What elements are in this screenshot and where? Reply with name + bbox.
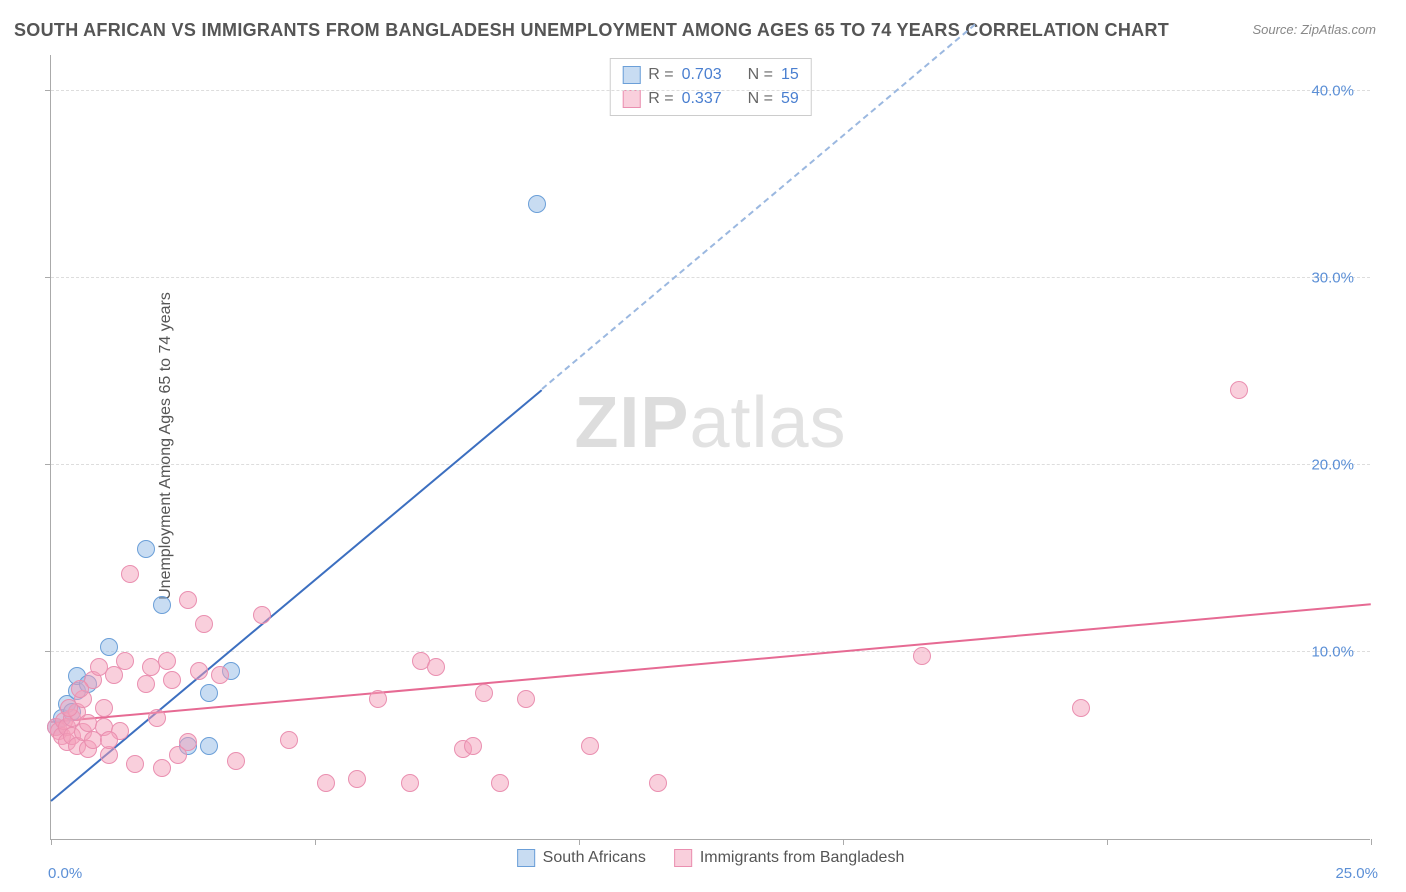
x-tick — [1107, 839, 1108, 845]
x-tick — [579, 839, 580, 845]
data-point — [148, 709, 166, 727]
data-point — [121, 565, 139, 583]
y-tick — [45, 651, 51, 652]
regression-line — [51, 603, 1371, 723]
gridline — [51, 90, 1370, 91]
data-point — [190, 662, 208, 680]
n-label: N = — [748, 63, 773, 87]
gridline — [51, 651, 1370, 652]
data-point — [491, 774, 509, 792]
data-point — [348, 770, 366, 788]
r-label: R = — [648, 63, 673, 87]
legend-correlation: R = 0.703 N = 15 R = 0.337 N = 59 — [609, 58, 812, 116]
x-tick — [51, 839, 52, 845]
legend-label: South Africans — [543, 849, 646, 867]
x-tick — [1371, 839, 1372, 845]
data-point — [1230, 381, 1248, 399]
legend-label: Immigrants from Bangladesh — [700, 849, 905, 867]
data-point — [1072, 699, 1090, 717]
data-point — [163, 671, 181, 689]
y-tick-label: 30.0% — [1311, 270, 1354, 287]
data-point — [71, 680, 89, 698]
data-point — [137, 675, 155, 693]
data-point — [464, 737, 482, 755]
swatch-icon — [517, 849, 535, 867]
y-tick-label: 10.0% — [1311, 644, 1354, 661]
data-point — [200, 737, 218, 755]
data-point — [227, 752, 245, 770]
chart-container: SOUTH AFRICAN VS IMMIGRANTS FROM BANGLAD… — [0, 0, 1406, 892]
chart-title: SOUTH AFRICAN VS IMMIGRANTS FROM BANGLAD… — [14, 20, 1169, 41]
data-point — [475, 684, 493, 702]
data-point — [913, 647, 931, 665]
y-tick-label: 20.0% — [1311, 457, 1354, 474]
data-point — [211, 666, 229, 684]
data-point — [179, 591, 197, 609]
y-tick — [45, 464, 51, 465]
r-value: 0.703 — [682, 63, 722, 87]
data-point — [280, 731, 298, 749]
data-point — [649, 774, 667, 792]
data-point — [153, 596, 171, 614]
data-point — [427, 658, 445, 676]
x-tick — [843, 839, 844, 845]
data-point — [169, 746, 187, 764]
legend-item: Immigrants from Bangladesh — [674, 849, 905, 867]
watermark-zip: ZIP — [574, 383, 689, 463]
data-point — [195, 615, 213, 633]
data-point — [200, 684, 218, 702]
y-tick-label: 40.0% — [1311, 83, 1354, 100]
n-value: 15 — [781, 63, 799, 87]
data-point — [528, 195, 546, 213]
data-point — [137, 540, 155, 558]
data-point — [153, 759, 171, 777]
swatch-icon — [674, 849, 692, 867]
watermark: ZIPatlas — [574, 382, 846, 464]
watermark-atlas: atlas — [689, 383, 846, 463]
legend-row: R = 0.703 N = 15 — [622, 63, 799, 87]
legend-item: South Africans — [517, 849, 646, 867]
data-point — [253, 606, 271, 624]
data-point — [95, 699, 113, 717]
y-tick — [45, 90, 51, 91]
data-point — [126, 755, 144, 773]
data-point — [100, 638, 118, 656]
data-point — [401, 774, 419, 792]
source-label: Source: ZipAtlas.com — [1252, 22, 1376, 37]
data-point — [369, 690, 387, 708]
data-point — [317, 774, 335, 792]
data-point — [116, 652, 134, 670]
x-tick-label: 25.0% — [1335, 865, 1378, 882]
plot-area: ZIPatlas R = 0.703 N = 15 R = 0.337 N = … — [50, 55, 1370, 840]
x-tick — [315, 839, 316, 845]
data-point — [517, 690, 535, 708]
data-point — [60, 699, 78, 717]
gridline — [51, 277, 1370, 278]
data-point — [100, 731, 118, 749]
data-point — [581, 737, 599, 755]
swatch-icon — [622, 66, 640, 84]
y-tick — [45, 277, 51, 278]
data-point — [158, 652, 176, 670]
swatch-icon — [622, 90, 640, 108]
x-tick-label: 0.0% — [48, 865, 82, 882]
legend-series: South Africans Immigrants from Banglades… — [517, 849, 905, 867]
gridline — [51, 464, 1370, 465]
